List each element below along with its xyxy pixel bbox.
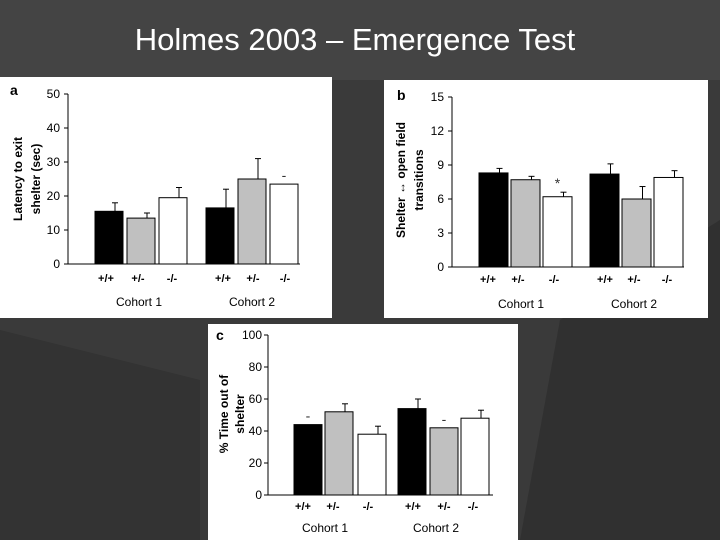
- x-category-label: +/+: [98, 273, 114, 285]
- bar: [542, 196, 573, 268]
- y-tick-label: 10: [47, 223, 61, 237]
- latency-chart: a 0 10 20 30 40 50 Latency to exit shelter (sec)…: [10, 82, 300, 309]
- x-category-label: +/-: [131, 273, 144, 285]
- bar: [621, 198, 652, 268]
- y-axis-label: Shelter ↔ open field: [394, 122, 408, 238]
- y-tick-label: 50: [47, 87, 61, 101]
- bar: [293, 424, 323, 496]
- y-axis-label: shelter (sec): [29, 144, 43, 215]
- x-group-label: Cohort 1: [498, 297, 544, 311]
- x-category-label: +/+: [480, 274, 496, 286]
- significance-mark: -: [442, 411, 447, 427]
- y-axis-label: shelter: [233, 394, 247, 434]
- y-tick-label: 12: [431, 124, 445, 138]
- y-tick-label: 6: [437, 192, 444, 206]
- bar: [397, 408, 427, 496]
- x-group-label: Cohort 1: [116, 295, 162, 309]
- x-group-label: Cohort 2: [611, 297, 657, 311]
- slide-title: Holmes 2003 – Emergence Test: [134, 22, 576, 57]
- x-category-label: +/-: [246, 273, 259, 285]
- significance-mark: -: [306, 408, 311, 424]
- y-axis-label: Latency to exit: [11, 137, 25, 221]
- significance-mark: -: [282, 167, 287, 183]
- x-category-label: -/-: [363, 501, 374, 513]
- time-out-chart: c 0 20 40 60 80 100 % Time out of shelter - - +/+ +/…: [216, 327, 493, 535]
- x-category-label: +/-: [511, 274, 524, 286]
- x-category-label: -/-: [662, 274, 673, 286]
- x-category-label: +/+: [597, 274, 613, 286]
- y-tick-label: 30: [47, 155, 61, 169]
- y-tick-label: 40: [249, 424, 263, 438]
- bar: [589, 173, 620, 268]
- x-category-label: -/-: [468, 501, 479, 513]
- panel-letter: a: [10, 82, 18, 98]
- x-category-label: +/-: [326, 501, 339, 513]
- y-tick-label: 0: [255, 488, 262, 502]
- x-category-label: +/+: [215, 273, 231, 285]
- bar: [510, 179, 541, 268]
- y-tick-label: 15: [431, 90, 445, 104]
- y-axis-label: % Time out of: [217, 374, 231, 453]
- bar: [269, 183, 299, 265]
- y-tick-label: 9: [437, 158, 444, 172]
- bar: [237, 178, 267, 265]
- x-category-label: -/-: [549, 274, 560, 286]
- y-tick-label: 40: [47, 121, 61, 135]
- x-group-label: Cohort 2: [413, 521, 459, 535]
- x-group-label: Cohort 2: [229, 295, 275, 309]
- y-tick-label: 20: [249, 456, 263, 470]
- bar: [324, 411, 354, 496]
- y-tick-label: 3: [437, 226, 444, 240]
- panel-letter: b: [397, 87, 406, 103]
- x-category-label: +/-: [627, 274, 640, 286]
- y-tick-label: 100: [242, 328, 262, 342]
- bar: [126, 217, 156, 265]
- y-tick-label: 60: [249, 392, 263, 406]
- y-tick-label: 80: [249, 360, 263, 374]
- y-tick-label: 0: [53, 257, 60, 271]
- chart-panel-b: b 0 3 6 9 12 15 Shelter ↔ open field transitions…: [384, 80, 708, 318]
- x-group-label: Cohort 1: [302, 521, 348, 535]
- bar: [478, 172, 509, 268]
- x-category-label: +/+: [405, 501, 421, 513]
- panel-letter: c: [216, 327, 224, 343]
- x-category-label: +/-: [437, 501, 450, 513]
- bar: [94, 210, 124, 265]
- bar: [429, 427, 459, 496]
- chart-panel-c: c 0 20 40 60 80 100 % Time out of shelter - - +/+ +/…: [208, 324, 518, 540]
- y-tick-label: 0: [437, 260, 444, 274]
- bar: [205, 207, 235, 265]
- y-tick-label: 20: [47, 189, 61, 203]
- bar: [653, 176, 684, 268]
- bar: [460, 417, 490, 496]
- y-axis-label: transitions: [412, 149, 426, 211]
- transitions-chart: b 0 3 6 9 12 15 Shelter ↔ open field transitions…: [394, 87, 684, 311]
- x-category-label: -/-: [280, 273, 291, 285]
- bar: [357, 433, 387, 496]
- bar: [158, 197, 188, 265]
- x-category-label: +/+: [295, 501, 311, 513]
- x-category-label: -/-: [167, 273, 178, 285]
- chart-panel-a: a 0 10 20 30 40 50 Latency to exit shelter (sec)…: [0, 77, 332, 318]
- significance-mark: *: [555, 175, 561, 191]
